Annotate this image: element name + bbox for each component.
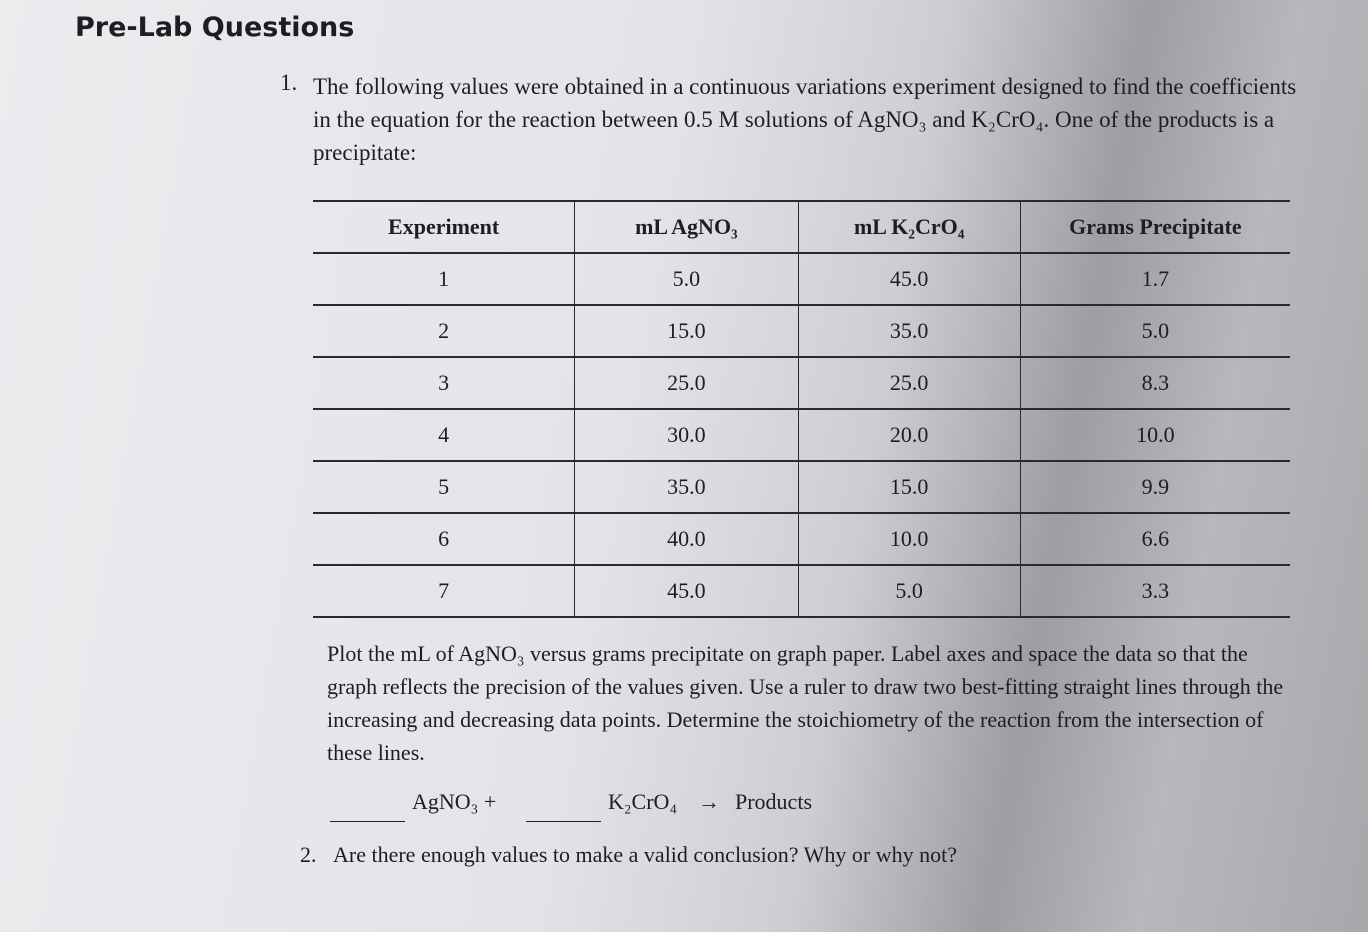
equation-arrow: → bbox=[698, 789, 720, 814]
table-row: 4 30.0 20.0 10.0 bbox=[313, 408, 1290, 461]
table-cell: 1.7 bbox=[1019, 252, 1290, 305]
equation-reactant: AgNO₃ + bbox=[412, 789, 497, 814]
column-header: Experiment bbox=[313, 200, 575, 253]
blank-line bbox=[526, 795, 601, 822]
table-cell: 20.0 bbox=[797, 408, 1021, 461]
table-cell: 3 bbox=[313, 356, 575, 409]
table-row: 3 25.0 25.0 8.3 bbox=[313, 356, 1290, 409]
table-row: 5 35.0 15.0 9.9 bbox=[313, 460, 1290, 513]
table-cell: 40.0 bbox=[574, 512, 798, 565]
table-cell: 35.0 bbox=[797, 304, 1021, 357]
table-cell: 35.0 bbox=[574, 460, 798, 513]
question-text: The following values were obtained in a … bbox=[313, 74, 1297, 165]
table-row: 1 5.0 45.0 1.7 bbox=[313, 252, 1290, 305]
table-cell: 5.0 bbox=[574, 252, 798, 305]
column-header: mL AgNO₃ bbox=[574, 200, 798, 253]
table-cell: 6 bbox=[313, 512, 575, 565]
equation-product: Products bbox=[735, 789, 812, 814]
table-cell: 5.0 bbox=[797, 564, 1021, 618]
table-row: 7 45.0 5.0 3.3 bbox=[313, 564, 1290, 618]
table-cell: 6.6 bbox=[1019, 512, 1290, 565]
table-cell: 5 bbox=[313, 460, 575, 513]
instructions: Plot the mL of AgNO₃ versus grams precip… bbox=[327, 641, 1284, 765]
table-cell: 10.0 bbox=[1019, 408, 1290, 461]
question-number: 1. bbox=[280, 70, 298, 95]
table-cell: 45.0 bbox=[574, 564, 798, 618]
table-cell: 4 bbox=[313, 408, 575, 461]
page-title: Pre-Lab Questions bbox=[75, 12, 355, 43]
table-cell: 3.3 bbox=[1019, 564, 1290, 618]
table-cell: 25.0 bbox=[797, 356, 1021, 409]
table-cell: 25.0 bbox=[574, 356, 798, 409]
table-cell: 5.0 bbox=[1019, 304, 1290, 357]
table-cell: 15.0 bbox=[574, 304, 798, 357]
table-cell: 9.9 bbox=[1019, 460, 1290, 513]
table-cell: 8.3 bbox=[1019, 356, 1290, 409]
table-row: 2 15.0 35.0 5.0 bbox=[313, 304, 1290, 357]
table-cell: 30.0 bbox=[574, 408, 798, 461]
equation-reactant: K₂CrO₄ bbox=[608, 789, 678, 814]
table-cell: 1 bbox=[313, 252, 575, 305]
blank-line bbox=[330, 795, 405, 822]
table-cell: 2 bbox=[313, 304, 575, 357]
question-text: Are there enough values to make a valid … bbox=[333, 842, 957, 867]
data-table: Experiment mL AgNO₃ mL K₂CrO₄ Grams Precipi… bbox=[313, 200, 1290, 618]
column-header: mL K₂CrO₄ bbox=[797, 200, 1021, 253]
header-row: Experiment mL AgNO₃ mL K₂CrO₄ Grams Precipi… bbox=[313, 200, 1290, 253]
question-number: 2. bbox=[300, 842, 317, 867]
table-row: 6 40.0 10.0 6.6 bbox=[313, 512, 1290, 565]
table-cell: 7 bbox=[313, 564, 575, 618]
column-header: Grams Precipitate bbox=[1019, 200, 1290, 253]
table-cell: 45.0 bbox=[797, 252, 1021, 305]
table-cell: 10.0 bbox=[797, 512, 1021, 565]
table-cell: 15.0 bbox=[797, 460, 1021, 513]
